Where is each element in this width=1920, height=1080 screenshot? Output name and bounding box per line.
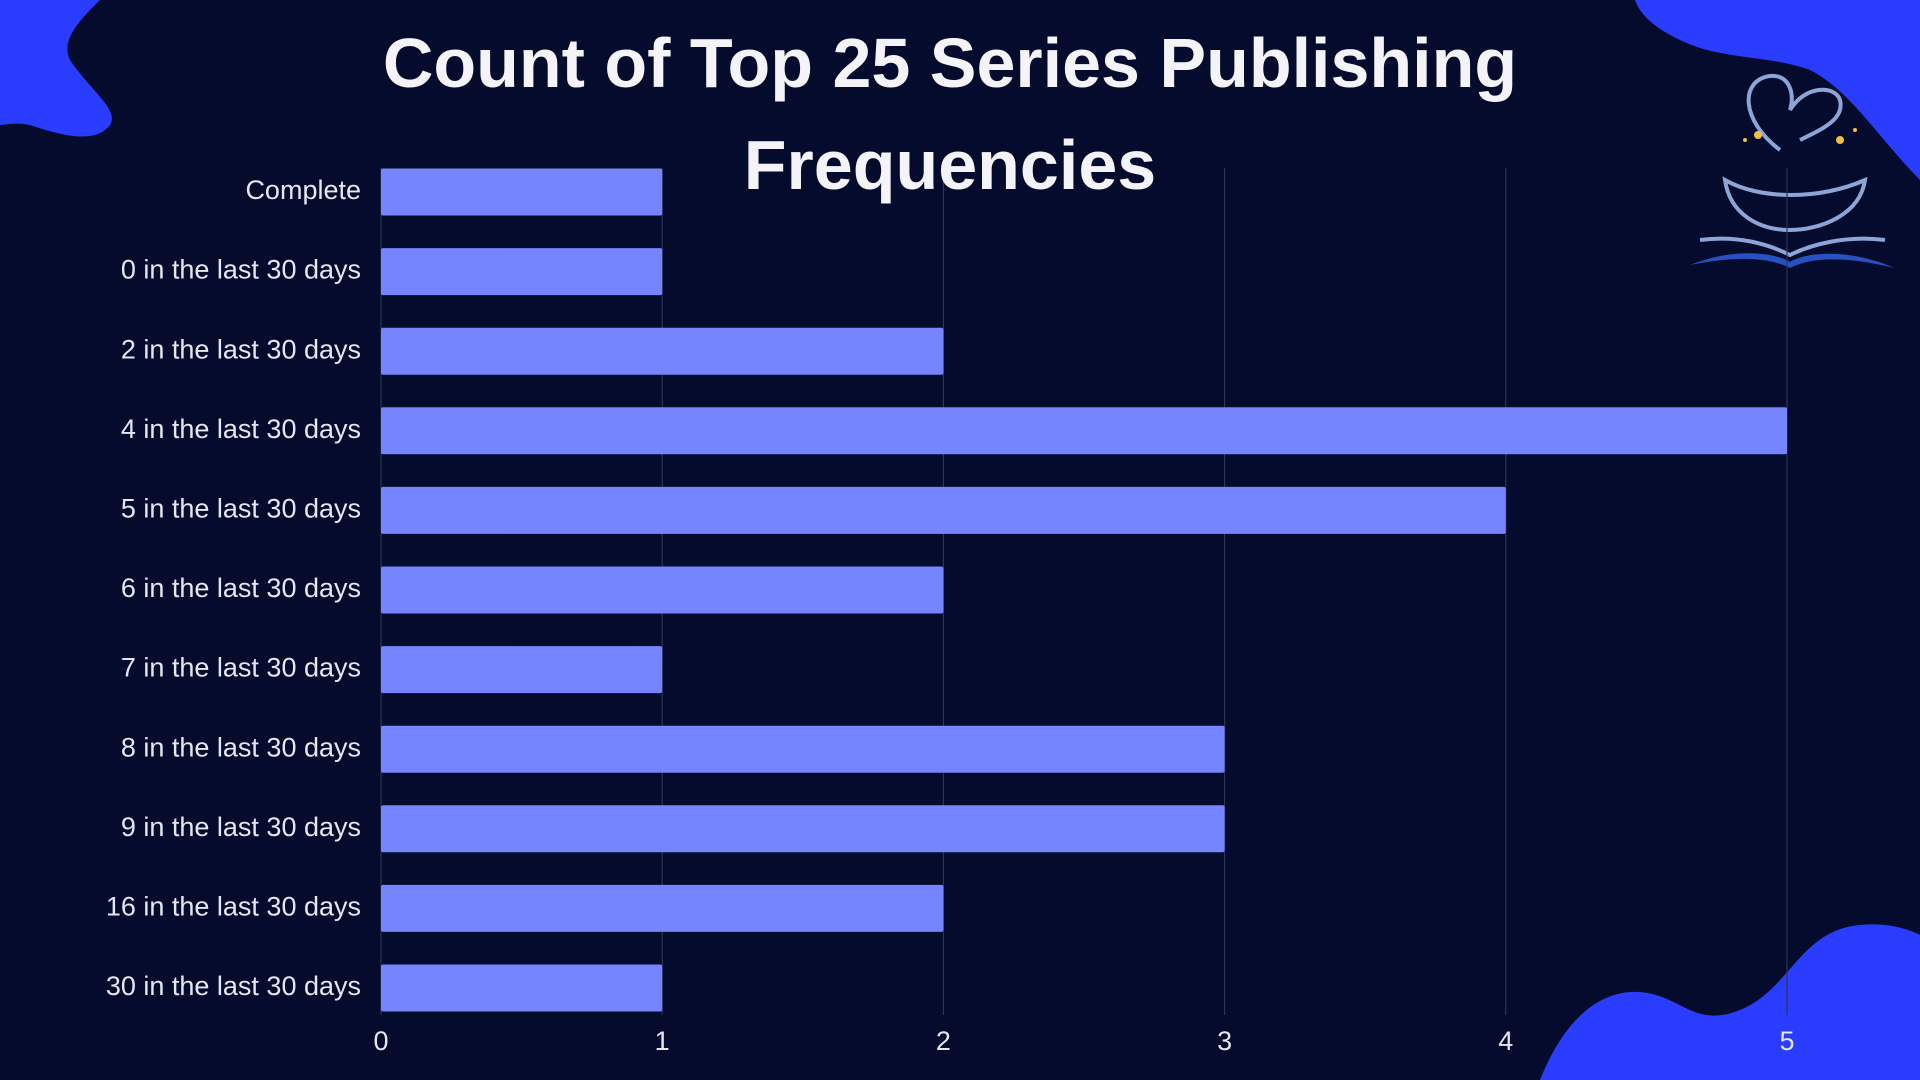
- bar: [381, 725, 1225, 773]
- y-tick-label: 9 in the last 30 days: [121, 812, 361, 842]
- y-tick-label: 7 in the last 30 days: [121, 653, 361, 683]
- bar: [381, 805, 1225, 853]
- bar: [381, 486, 1506, 534]
- y-tick-label: 8 in the last 30 days: [121, 732, 361, 762]
- x-tick-label: 1: [655, 1026, 670, 1056]
- bar: [381, 646, 663, 694]
- bar: [381, 964, 663, 1012]
- y-tick-label: 30 in the last 30 days: [106, 971, 361, 1001]
- y-tick-label: 4 in the last 30 days: [121, 414, 361, 444]
- y-tick-label: Complete: [245, 175, 361, 205]
- x-tick-label: 4: [1498, 1026, 1513, 1056]
- y-tick-label: 5 in the last 30 days: [121, 494, 361, 524]
- y-tick-label: 0 in the last 30 days: [121, 255, 361, 285]
- x-tick-label: 5: [1779, 1026, 1794, 1056]
- x-tick-label: 3: [1217, 1026, 1232, 1056]
- bar: [381, 327, 944, 375]
- y-tick-label: 16 in the last 30 days: [106, 892, 361, 922]
- bar: [381, 566, 944, 614]
- x-tick-label: 0: [373, 1026, 388, 1056]
- bar: [381, 407, 1787, 455]
- x-tick-label: 2: [936, 1026, 951, 1056]
- bar: [381, 884, 944, 932]
- bar: [381, 168, 663, 216]
- y-tick-label: 2 in the last 30 days: [121, 334, 361, 364]
- chart-title: Count of Top 25 Series Publishing Freque…: [382, 24, 1518, 204]
- bar: [381, 248, 663, 296]
- y-tick-label: 6 in the last 30 days: [121, 573, 361, 603]
